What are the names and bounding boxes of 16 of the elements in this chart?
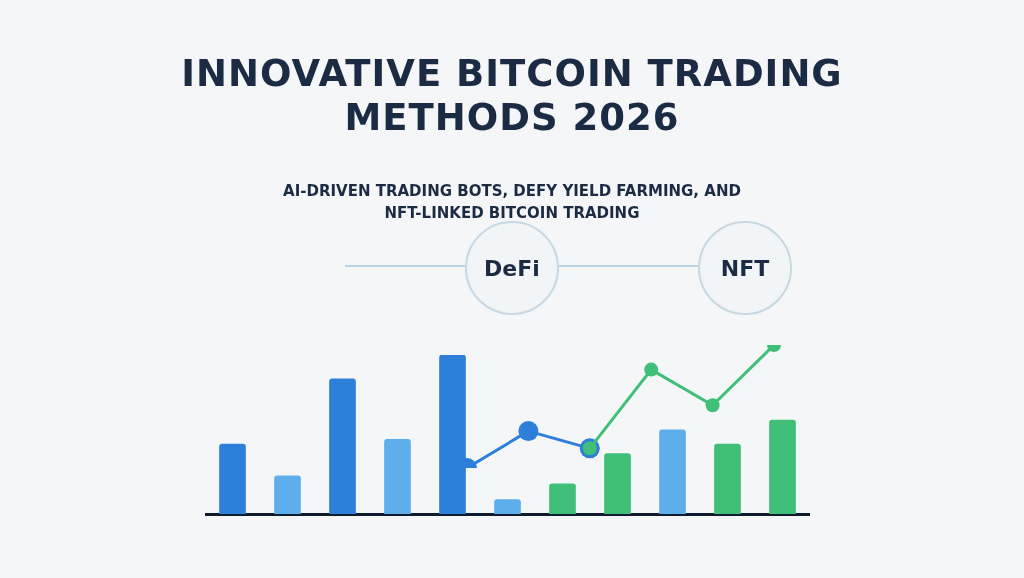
bar <box>549 483 576 514</box>
bar <box>494 499 521 514</box>
point <box>705 398 720 413</box>
chart-subtitle: AI-DRIVEN TRADING BOTS, DEFY YIELD FARMING, AND NFT-LINKED BITCOIN TRADING <box>282 181 742 224</box>
bar <box>714 443 741 514</box>
bar <box>659 429 686 514</box>
point <box>518 421 539 442</box>
bar <box>769 419 796 514</box>
bar <box>604 453 631 514</box>
circle-badge: NFT <box>698 221 792 315</box>
circle-badge: DeFi <box>465 221 559 315</box>
bar <box>329 378 356 514</box>
bar <box>384 438 411 514</box>
bar <box>274 475 301 514</box>
chart-title: INNOVATIVE BITCOIN TRADING METHODS 2026 <box>180 52 844 140</box>
bar <box>219 443 246 514</box>
